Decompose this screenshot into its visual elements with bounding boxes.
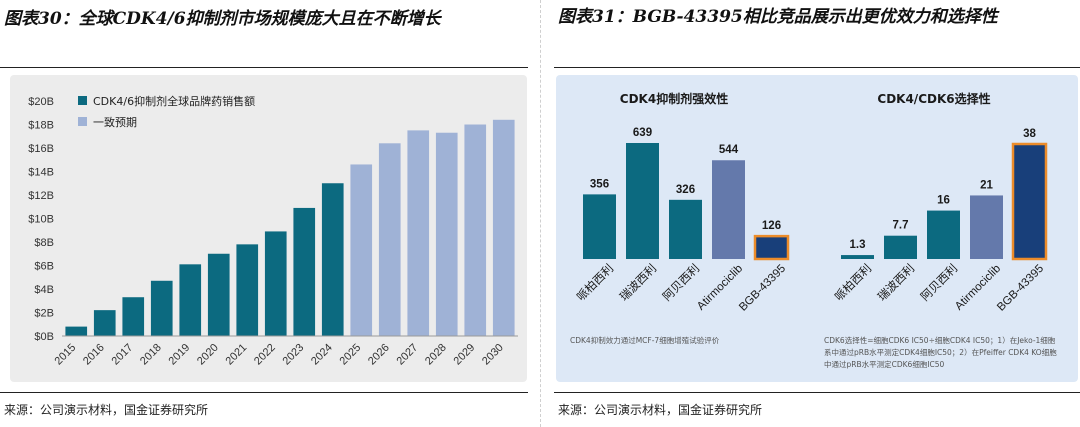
bar-historical — [236, 244, 259, 336]
potency-category-label: BGB-43395 — [737, 263, 788, 314]
y-tick-label: $0B — [34, 331, 54, 343]
selectivity-category-label: 哌柏西利 — [832, 261, 874, 303]
potency-value-label: 639 — [633, 127, 652, 139]
left-panel: 图表30：全球CDK4/6抑制剂市场规模庞大且在不断增长 CDK4/6抑制剂全球… — [0, 0, 528, 427]
legend-swatch-forecast — [78, 117, 87, 126]
selectivity-value-label: 38 — [1023, 128, 1036, 140]
selectivity-bar — [1011, 142, 1048, 261]
selectivity-bar — [884, 235, 917, 259]
bar-historical — [65, 326, 88, 336]
x-tick-label: 2024 — [309, 342, 335, 368]
y-tick-label: $4B — [34, 284, 54, 296]
right-source-note: 来源：公司演示材料，国金证券研究所 — [558, 403, 763, 417]
x-tick-label: 2017 — [110, 342, 136, 368]
bar-forecast — [407, 130, 430, 336]
y-tick-label: $16B — [28, 143, 54, 155]
selectivity-footnote-line-2: 系中通过pRB水平测定CDK4细胞IC50；2）在Pfeiffer CDK4 K… — [824, 347, 1057, 357]
potency-value-label: 356 — [590, 178, 609, 190]
selectivity-footnote-line-1: CDK6选择性=细胞CDK6 IC50÷细胞CDK4 IC50；1）在Jeko-… — [824, 335, 1056, 345]
potency-footnote: CDK4抑制效力通过MCF-7细胞增殖试验评价 — [570, 335, 720, 345]
potency-chart-title: CDK4抑制剂强效性 — [620, 91, 728, 106]
potency-value-label: 544 — [719, 144, 739, 156]
comparison-chart-box: CDK4抑制剂强效性 CDK4/CDK6选择性 CDK4抑制效力通过MCF-7细… — [556, 75, 1078, 382]
x-tick-label: 2018 — [138, 342, 164, 368]
left-panel-title: 图表30：全球CDK4/6抑制剂市场规模庞大且在不断增长 — [4, 9, 441, 29]
selectivity-value-label: 21 — [980, 179, 993, 191]
potency-bar — [753, 234, 790, 261]
potency-category-label: 哌柏西利 — [574, 261, 616, 303]
potency-category-label: 瑞波西利 — [617, 261, 659, 303]
bar-historical — [207, 253, 230, 336]
bar-forecast — [492, 119, 515, 336]
potency-bar — [626, 143, 659, 259]
bar-forecast — [435, 132, 458, 336]
right-panel-title: 图表31：BGB-43395相比竞品展示出更优效力和选择性 — [558, 7, 998, 27]
potency-value-label: 326 — [676, 184, 695, 196]
potency-bar — [583, 194, 616, 259]
y-tick-label: $8B — [34, 237, 54, 249]
y-tick-label: $20B — [28, 96, 54, 108]
potency-value-label: 126 — [762, 220, 781, 232]
y-tick-label: $12B — [28, 190, 54, 202]
left-title-rule — [0, 67, 528, 68]
selectivity-value-label: 16 — [937, 195, 950, 207]
left-source-note: 来源：公司演示材料，国金证券研究所 — [4, 403, 209, 417]
x-tick-label: 2021 — [224, 342, 250, 368]
x-tick-label: 2029 — [452, 342, 478, 368]
bar-forecast — [350, 164, 373, 336]
bar-historical — [293, 207, 316, 336]
selectivity-chart-title: CDK4/CDK6选择性 — [877, 91, 990, 106]
panel-divider — [540, 0, 541, 427]
x-tick-label: 2028 — [423, 342, 449, 368]
bar-historical — [264, 231, 287, 336]
selectivity-value-label: 7.7 — [893, 220, 909, 232]
y-tick-label: $6B — [34, 261, 54, 273]
x-tick-label: 2022 — [252, 342, 278, 368]
x-tick-label: 2025 — [338, 342, 364, 368]
market-size-legend: CDK4/6抑制剂全球品牌药销售额 一致预期 — [78, 94, 255, 129]
x-tick-label: 2023 — [281, 342, 307, 368]
selectivity-footnote-line-3: 中通过pRB水平测定CDK6细胞IC50 — [824, 359, 945, 369]
bar-historical — [179, 264, 202, 336]
legend-label-historical: CDK4/6抑制剂全球品牌药销售额 — [93, 94, 255, 108]
selectivity-category-label: BGB-43395 — [995, 263, 1046, 314]
selectivity-category-label: 阿贝西利 — [918, 261, 960, 303]
comparison-charts: CDK4抑制剂强效性 CDK4/CDK6选择性 CDK4抑制效力通过MCF-7细… — [570, 91, 1057, 369]
x-tick-label: 2020 — [195, 342, 221, 368]
x-tick-label: 2027 — [395, 342, 421, 368]
x-tick-label: 2019 — [167, 342, 193, 368]
y-tick-label: $14B — [28, 167, 54, 179]
y-tick-label: $10B — [28, 214, 54, 226]
potency-bar — [669, 199, 702, 259]
selectivity-value-label: 1.3 — [850, 239, 866, 251]
legend-label-forecast: 一致预期 — [93, 115, 137, 129]
bar-forecast — [464, 124, 487, 336]
right-source-rule — [554, 392, 1080, 393]
legend-swatch-historical — [78, 96, 87, 105]
bar-historical — [150, 280, 173, 336]
right-panel: 图表31：BGB-43395相比竞品展示出更优效力和选择性 CDK4抑制剂强效性… — [554, 0, 1080, 427]
market-size-chart-box: CDK4/6抑制剂全球品牌药销售额 一致预期 $0B $2B $4B $6B $8B $1… — [10, 75, 527, 382]
bar-historical — [93, 310, 116, 336]
bar-historical — [122, 297, 145, 336]
selectivity-bar — [841, 255, 874, 259]
right-title-rule — [554, 67, 1080, 68]
left-source-rule — [0, 392, 528, 393]
selectivity-category-label: 瑞波西利 — [875, 261, 917, 303]
x-tick-label: 2030 — [480, 342, 506, 368]
bar-forecast — [378, 143, 401, 336]
selectivity-bar — [970, 195, 1003, 259]
x-tick-label: 2016 — [81, 342, 107, 368]
y-tick-label: $2B — [34, 308, 54, 320]
y-tick-label: $18B — [28, 120, 54, 132]
selectivity-bar — [927, 210, 960, 259]
market-size-chart: CDK4/6抑制剂全球品牌药销售额 一致预期 $0B $2B $4B $6B $8B $1… — [28, 94, 518, 368]
x-tick-label: 2015 — [53, 342, 79, 368]
bar-historical — [321, 183, 344, 336]
x-tick-label: 2026 — [366, 342, 392, 368]
potency-category-label: 阿贝西利 — [660, 261, 702, 303]
potency-bar — [712, 160, 745, 259]
